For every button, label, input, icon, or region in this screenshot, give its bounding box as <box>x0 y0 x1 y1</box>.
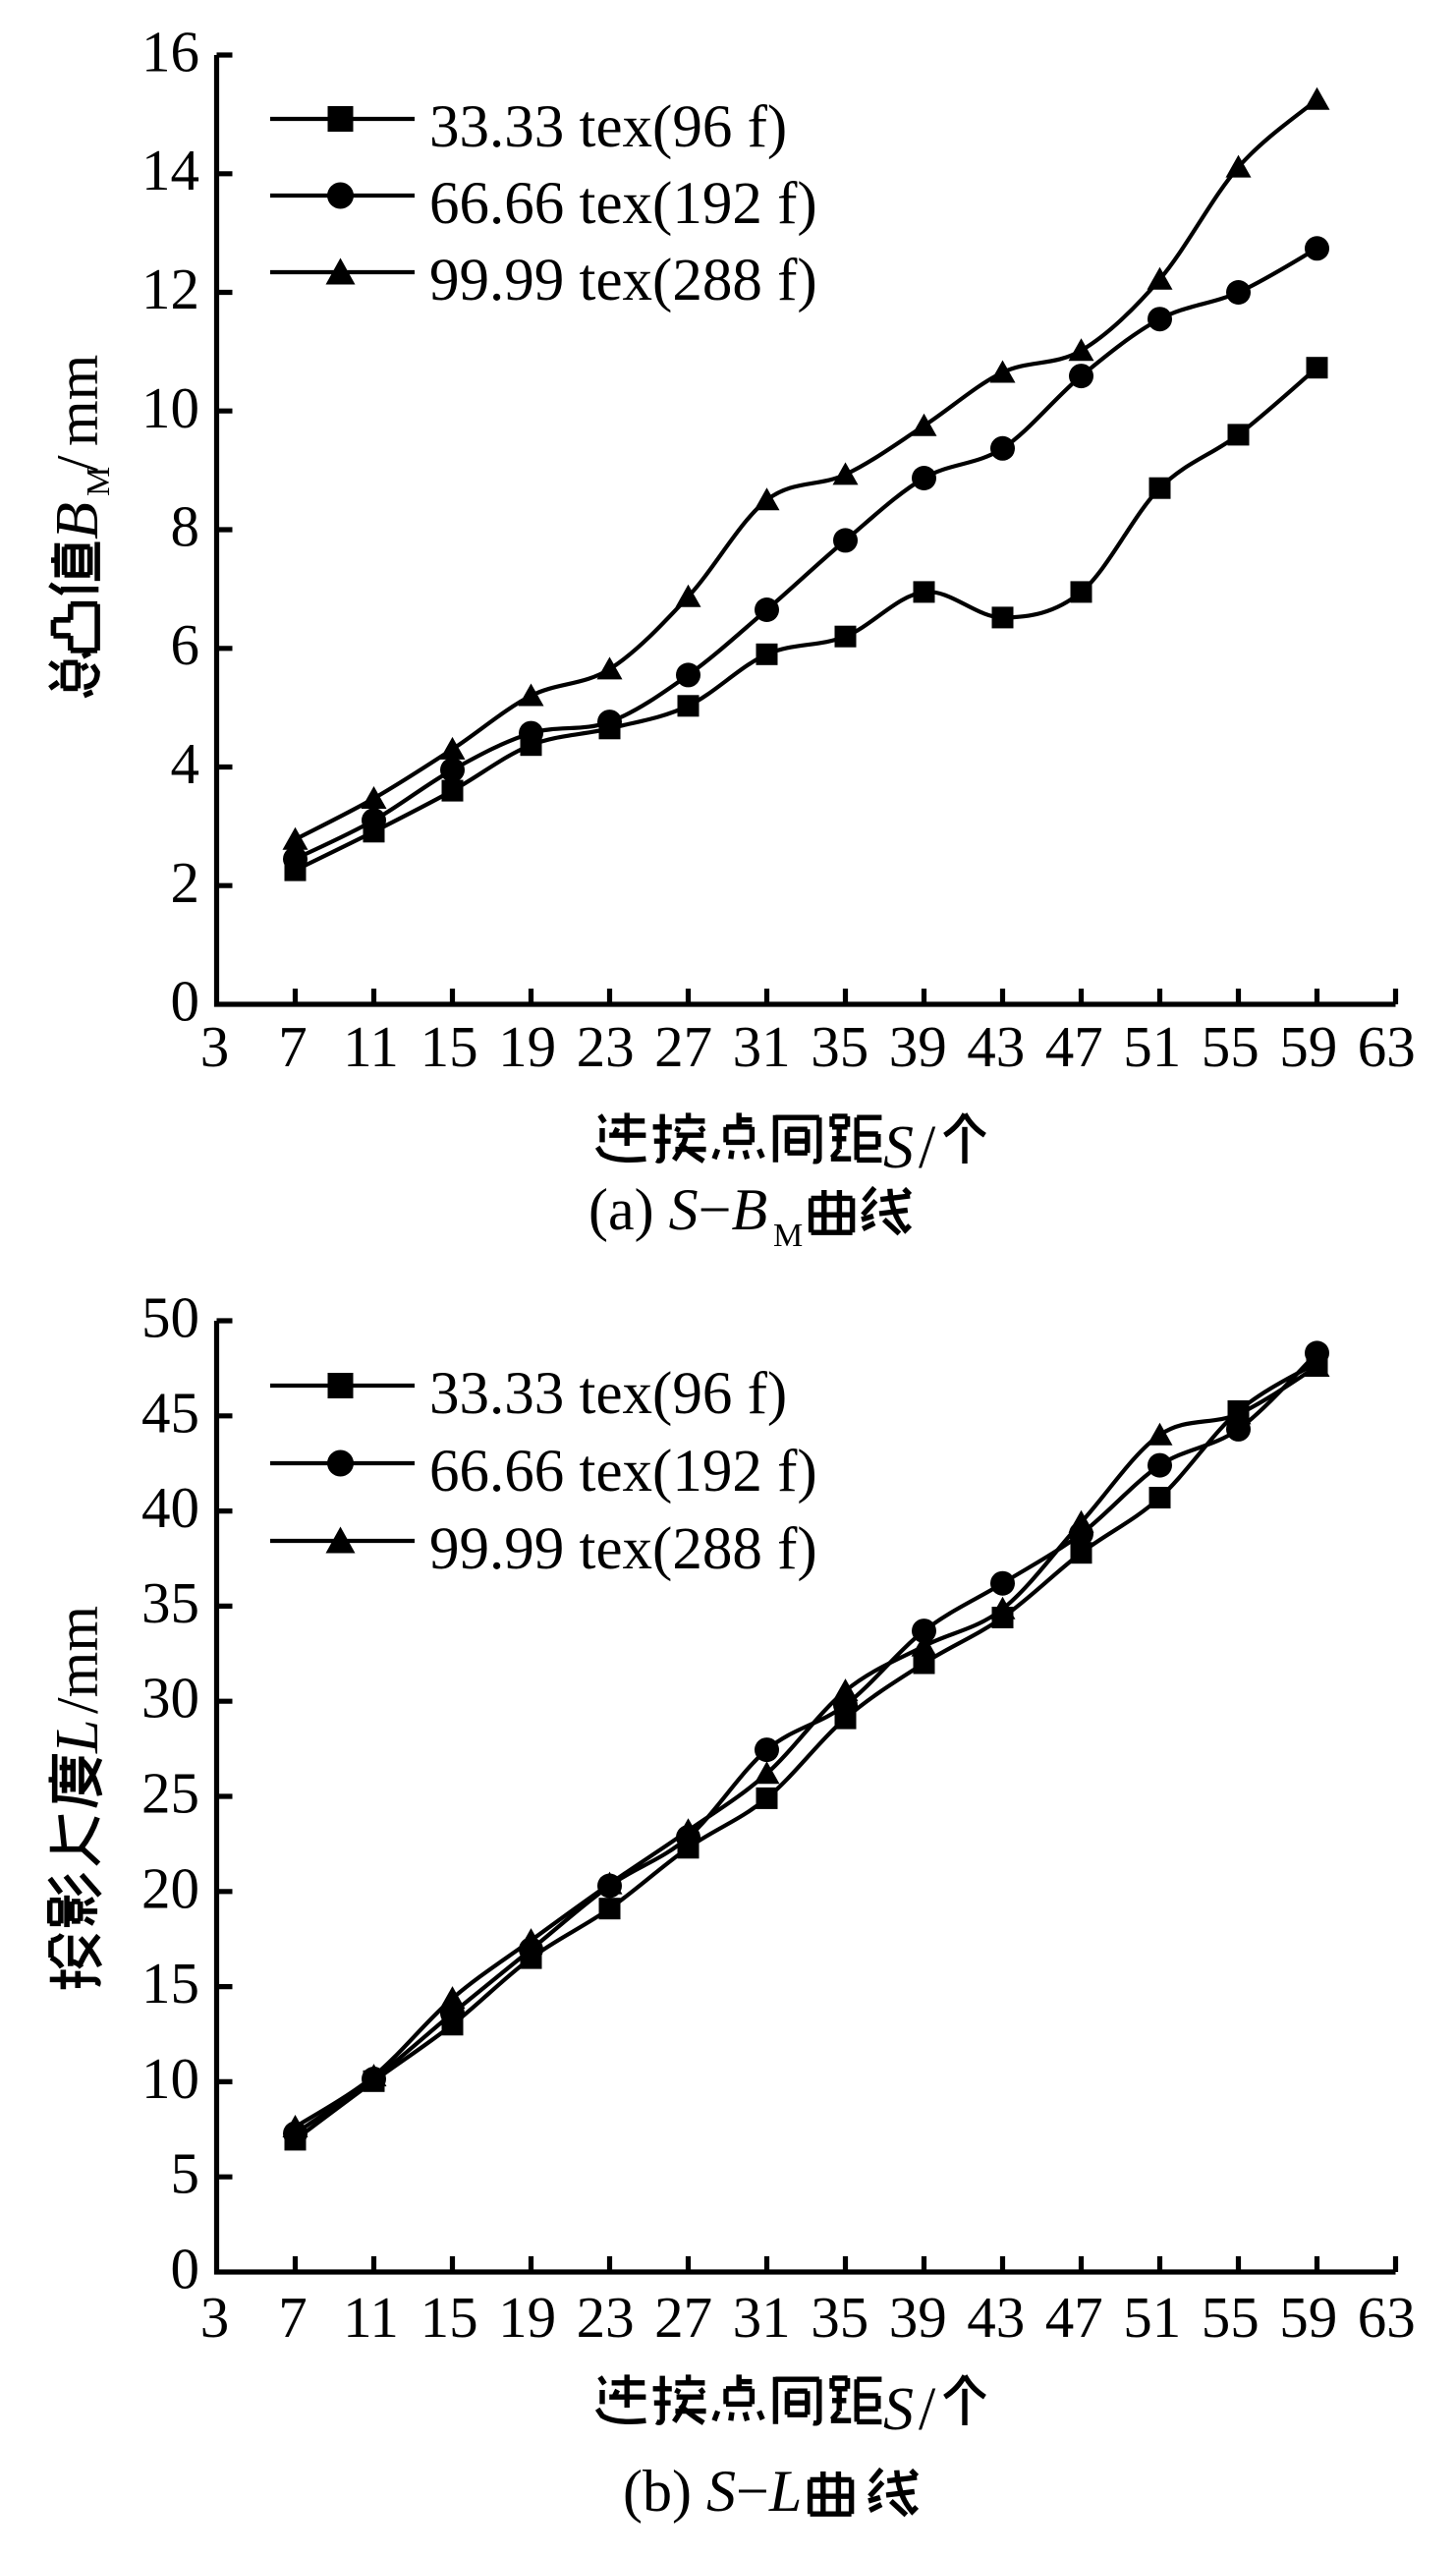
svg-text:11: 11 <box>343 1014 399 1079</box>
svg-text:/: / <box>919 2376 936 2443</box>
svg-text:19: 19 <box>498 2285 556 2350</box>
svg-text:10: 10 <box>141 375 199 440</box>
svg-text:99.99 tex(288 f): 99.99 tex(288 f) <box>429 1516 817 1582</box>
svg-text:3: 3 <box>200 1014 230 1079</box>
svg-text:30: 30 <box>141 1666 199 1731</box>
svg-text:23: 23 <box>577 1014 635 1079</box>
svg-text:33.33 tex(96 f): 33.33 tex(96 f) <box>429 1361 787 1427</box>
svg-text:(b) S−L: (b) S−L <box>623 2459 802 2524</box>
svg-text:3: 3 <box>200 2285 230 2350</box>
svg-text:47: 47 <box>1045 1014 1103 1079</box>
svg-text:99.99 tex(288 f): 99.99 tex(288 f) <box>429 248 817 313</box>
svg-text:L: L <box>44 1720 111 1754</box>
svg-text:S: S <box>883 1114 914 1181</box>
svg-text:59: 59 <box>1279 2285 1337 2350</box>
svg-text:40: 40 <box>141 1475 199 1540</box>
svg-text:55: 55 <box>1202 2285 1260 2350</box>
svg-text:33.33 tex(96 f): 33.33 tex(96 f) <box>429 94 787 160</box>
svg-text:5: 5 <box>171 2141 200 2206</box>
svg-text:B: B <box>44 502 111 540</box>
svg-text:45: 45 <box>141 1380 199 1445</box>
svg-text:12: 12 <box>141 256 199 321</box>
svg-text:23: 23 <box>577 2285 635 2350</box>
svg-text:31: 31 <box>733 1014 791 1079</box>
svg-text:M: M <box>81 467 117 496</box>
svg-text:25: 25 <box>141 1761 199 1826</box>
svg-text:8: 8 <box>171 494 200 559</box>
svg-text:51: 51 <box>1123 2285 1181 2350</box>
svg-text:66.66 tex(192 f): 66.66 tex(192 f) <box>429 1439 817 1505</box>
svg-text:/mm: /mm <box>45 1606 110 1714</box>
svg-text:27: 27 <box>654 1014 712 1079</box>
svg-text:27: 27 <box>654 2285 712 2350</box>
svg-text:7: 7 <box>278 2285 308 2350</box>
svg-text:66.66 tex(192 f): 66.66 tex(192 f) <box>429 171 817 237</box>
svg-text:15: 15 <box>141 1951 199 2016</box>
svg-text:20: 20 <box>141 1855 199 1920</box>
svg-text:39: 39 <box>889 2285 947 2350</box>
svg-text:50: 50 <box>141 1285 199 1350</box>
svg-text:6: 6 <box>171 612 200 677</box>
svg-text:19: 19 <box>498 1014 556 1079</box>
svg-text:63: 63 <box>1358 1014 1416 1079</box>
svg-text:39: 39 <box>889 1014 947 1079</box>
svg-text:(a) S−B: (a) S−B <box>588 1177 767 1242</box>
svg-text:2: 2 <box>171 850 200 915</box>
svg-text:0: 0 <box>171 969 200 1034</box>
svg-text:59: 59 <box>1279 1014 1337 1079</box>
svg-text:15: 15 <box>420 1014 478 1079</box>
svg-text:31: 31 <box>733 2285 791 2350</box>
svg-text:10: 10 <box>141 2046 199 2111</box>
svg-text:43: 43 <box>967 2285 1025 2350</box>
svg-text:0: 0 <box>171 2237 200 2301</box>
svg-text:mm: mm <box>45 355 110 446</box>
svg-text:43: 43 <box>967 1014 1025 1079</box>
svg-text:11: 11 <box>343 2285 399 2350</box>
svg-text:15: 15 <box>420 2285 478 2350</box>
svg-text:7: 7 <box>278 1014 308 1079</box>
svg-text:51: 51 <box>1123 1014 1181 1079</box>
svg-text:S: S <box>883 2376 914 2443</box>
svg-text:M: M <box>773 1218 803 1254</box>
svg-text:14: 14 <box>141 138 199 202</box>
svg-text:35: 35 <box>141 1570 199 1635</box>
svg-text:47: 47 <box>1045 2285 1103 2350</box>
svg-text:/: / <box>919 1114 936 1181</box>
svg-text:35: 35 <box>811 1014 868 1079</box>
svg-text:63: 63 <box>1358 2285 1416 2350</box>
svg-text:55: 55 <box>1202 1014 1260 1079</box>
svg-text:4: 4 <box>171 731 200 796</box>
svg-text:16: 16 <box>141 20 199 85</box>
svg-text:35: 35 <box>811 2285 868 2350</box>
svg-text:/: / <box>45 455 110 472</box>
